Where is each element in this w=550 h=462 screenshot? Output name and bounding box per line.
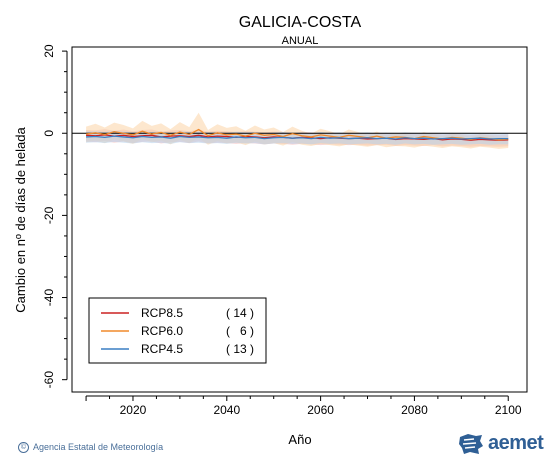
- legend-series-name: RCP6.0: [141, 324, 183, 338]
- legend: RCP8.5 ( 14 ) RCP6.0 ( 6 ) RCP4.5 ( 13 ): [88, 297, 267, 364]
- y-tick-label: 20: [42, 44, 56, 58]
- aemet-map-icon: [459, 433, 483, 454]
- brand-name: aemet: [488, 432, 544, 454]
- legend-series-count: ( 13 ): [226, 342, 254, 356]
- y-tick-label: -60: [42, 371, 56, 389]
- legend-series-name: RCP8.5: [141, 306, 183, 320]
- series-lines: [85, 128, 509, 141]
- y-axis-label: Cambio en nº de días de helada: [13, 127, 28, 313]
- x-tick-label: 2020: [120, 403, 147, 417]
- chart-title: GALICIA-COSTA: [239, 14, 362, 31]
- x-tick-label: 2080: [401, 403, 428, 417]
- uncertainty-bands: [86, 112, 509, 149]
- x-tick-label: 2100: [495, 403, 522, 417]
- x-axis: 2020 2040 2060 2080 2100: [85, 395, 522, 417]
- x-tick-label: 2040: [213, 403, 240, 417]
- chart-subtitle: ANUAL: [282, 35, 319, 47]
- x-axis-label: Año: [288, 432, 311, 447]
- y-tick-label: -20: [42, 206, 56, 224]
- legend-series-name: RCP4.5: [141, 342, 183, 356]
- plot-frame: [71, 46, 528, 393]
- legend-series-count: ( 6 ): [226, 324, 254, 338]
- series-line-rcp45: [86, 135, 509, 140]
- aemet-logo: aemet: [458, 432, 544, 455]
- credit-footer: © Agencia Estatal de Meteorología: [18, 442, 164, 454]
- copyright-icon: ©: [18, 442, 29, 454]
- y-axis: 20 0 -20 -40 -60: [42, 44, 68, 389]
- y-tick-label: 0: [42, 130, 56, 137]
- legend-series-count: ( 14 ): [226, 306, 254, 320]
- y-tick-label: -40: [42, 289, 56, 307]
- credit-text: Agencia Estatal de Meteorología: [33, 442, 164, 452]
- x-tick-label: 2060: [307, 403, 334, 417]
